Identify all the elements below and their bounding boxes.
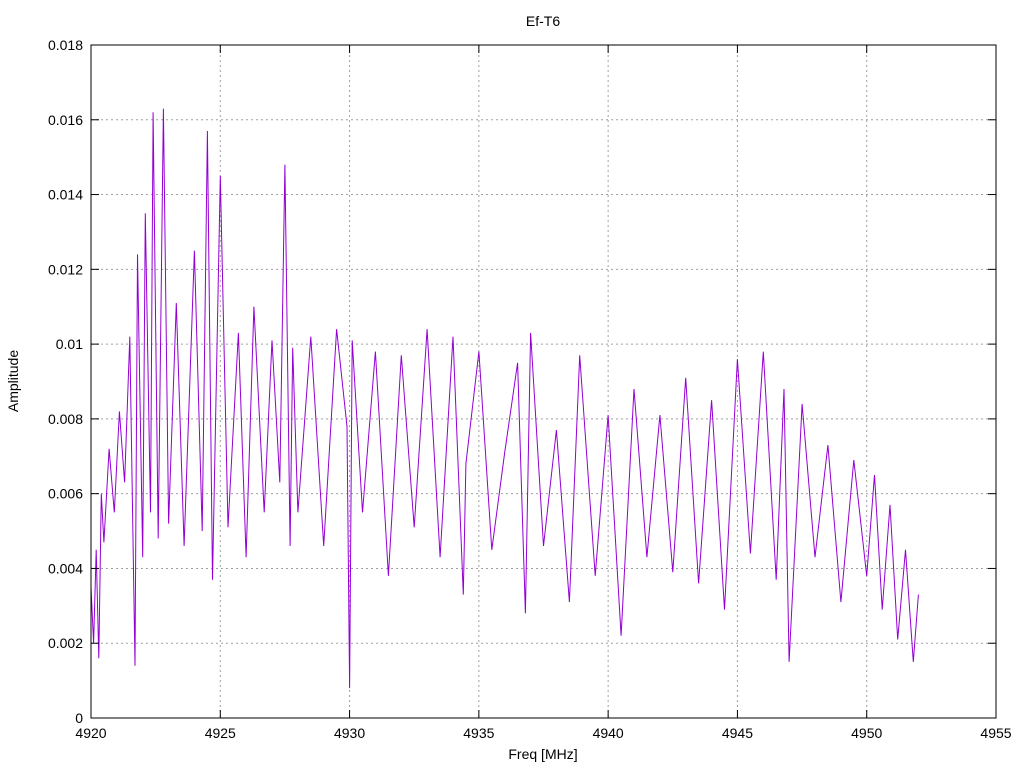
y-tick-label: 0.008 bbox=[48, 411, 83, 427]
y-tick-label: 0.016 bbox=[48, 112, 83, 128]
y-tick-label: 0.006 bbox=[48, 486, 83, 502]
x-axis-label: Freq [MHz] bbox=[508, 746, 577, 762]
y-tick-label: 0 bbox=[75, 710, 83, 726]
y-tick-label: 0.01 bbox=[56, 336, 83, 352]
plot-frame bbox=[90, 44, 997, 719]
x-tick-label: 4945 bbox=[722, 725, 753, 741]
axis-ticks: 4920 4925 4930 4935 4940 4945 4950 4955 0 0.002 0.… bbox=[48, 37, 1012, 741]
x-tick-label: 4935 bbox=[463, 725, 494, 741]
y-axis-label: Amplitude bbox=[5, 350, 21, 412]
x-tick-label: 4925 bbox=[205, 725, 236, 741]
x-tick-label: 4955 bbox=[980, 725, 1011, 741]
y-tick-label: 0.012 bbox=[48, 261, 83, 277]
x-tick-label: 4930 bbox=[334, 725, 365, 741]
series-line bbox=[90, 108, 919, 689]
y-tick-label: 0.018 bbox=[48, 37, 83, 53]
series-layer bbox=[90, 108, 919, 689]
y-tick-label: 0.004 bbox=[48, 560, 83, 576]
y-tick-label: 0.002 bbox=[48, 635, 83, 651]
x-tick-label: 4920 bbox=[75, 725, 106, 741]
grid-lines bbox=[91, 45, 996, 718]
x-tick-label: 4940 bbox=[593, 725, 624, 741]
y-tick-label: 0.014 bbox=[48, 187, 83, 203]
x-tick-label: 4950 bbox=[851, 725, 882, 741]
chart-title: Ef-T6 bbox=[526, 13, 560, 29]
